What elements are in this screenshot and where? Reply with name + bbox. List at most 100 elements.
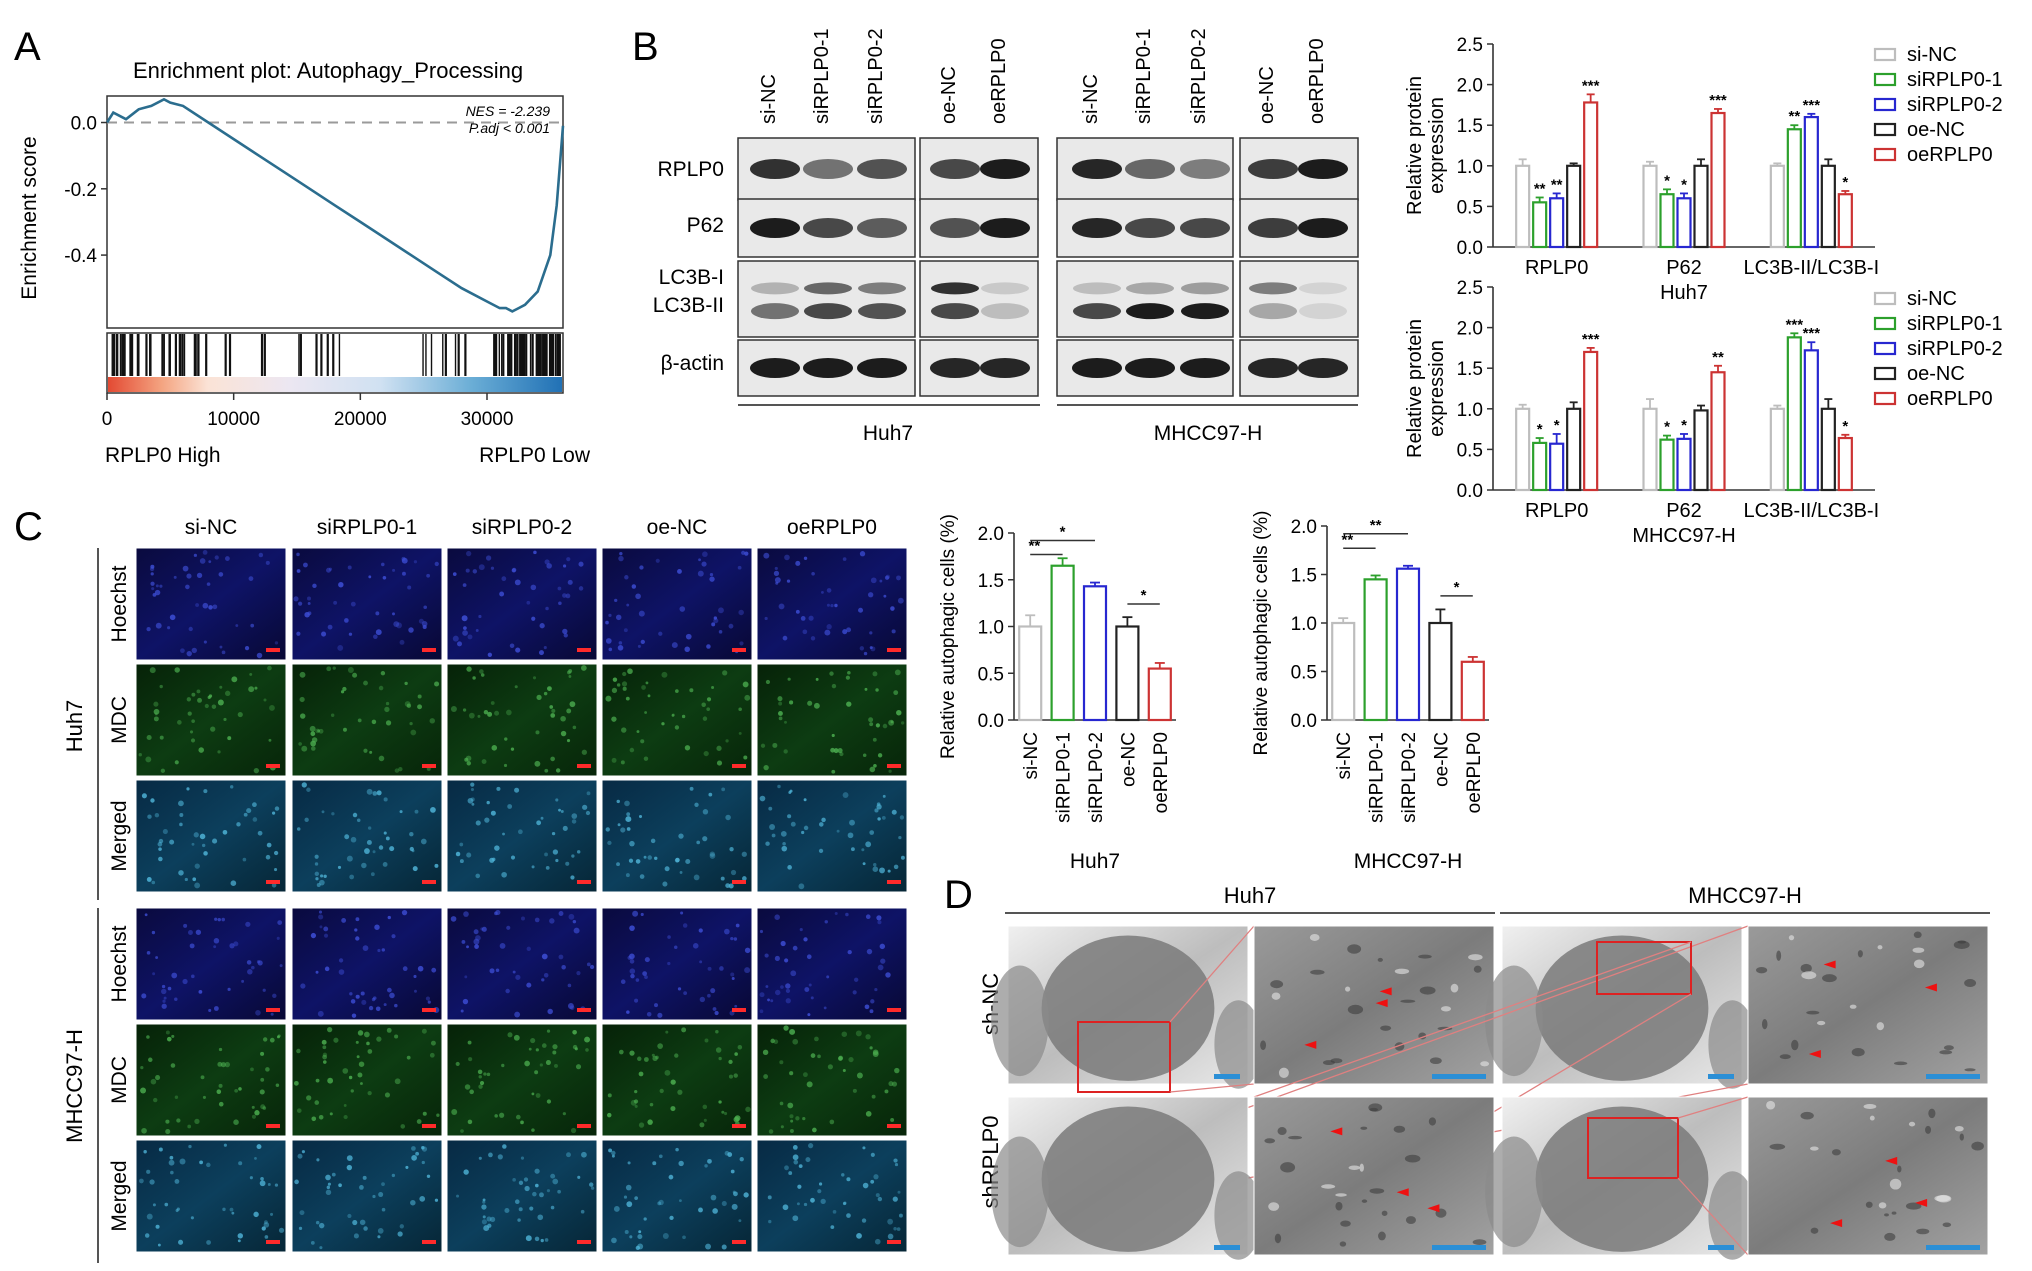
panel-b: B si-NC siRPLP0-1 siRPLP0-2 oe-NC oeRPLP0 si… bbox=[632, 25, 2003, 547]
cell-dot bbox=[138, 753, 142, 757]
scale-bar bbox=[887, 1240, 901, 1244]
cell-dot bbox=[562, 564, 567, 568]
scale-bar bbox=[422, 880, 436, 884]
cell-dot bbox=[870, 577, 877, 584]
cell-dot bbox=[303, 562, 308, 568]
tem-organelle bbox=[1776, 950, 1782, 961]
cell-dot bbox=[299, 696, 305, 703]
cell-dot bbox=[348, 632, 353, 636]
wb-band-lc3b-i bbox=[804, 282, 852, 295]
significance-label: * bbox=[1681, 417, 1687, 434]
cell-dot bbox=[387, 987, 392, 993]
cell-dot bbox=[569, 701, 576, 708]
cell-dot bbox=[789, 1114, 794, 1119]
cell-dot bbox=[463, 911, 469, 917]
cell-dot bbox=[625, 873, 630, 878]
microscopy-image bbox=[135, 663, 287, 777]
bar bbox=[1549, 442, 1565, 492]
western-blot-lane-labels-huh7: si-NC siRPLP0-1 siRPLP0-2 oe-NC oeRPLP0 bbox=[758, 28, 1010, 124]
cell-dot bbox=[155, 1224, 160, 1229]
cell-dot bbox=[501, 871, 507, 878]
cell-dot bbox=[562, 1112, 566, 1116]
cell-dot bbox=[278, 1227, 285, 1233]
cell-dot bbox=[167, 626, 171, 630]
cell-dot bbox=[144, 1233, 150, 1238]
cell-dot bbox=[397, 1231, 403, 1237]
cell-dot bbox=[725, 739, 729, 743]
cell-dot bbox=[455, 851, 461, 857]
cell-dot bbox=[562, 825, 568, 831]
cell-dot bbox=[331, 812, 335, 816]
cell-dot bbox=[721, 1201, 727, 1207]
cell-dot bbox=[677, 569, 682, 574]
bar bbox=[1532, 441, 1548, 492]
zoom-connector bbox=[1253, 941, 1692, 1098]
cell-dot bbox=[262, 988, 266, 992]
cell-dot bbox=[223, 1143, 227, 1147]
tem-organelle bbox=[1863, 1104, 1877, 1109]
cell-dot bbox=[618, 555, 624, 562]
wb-blot-frame bbox=[919, 260, 1039, 338]
cell-dot bbox=[891, 1081, 898, 1087]
cell-dot bbox=[349, 992, 353, 996]
cell-dot bbox=[208, 605, 213, 610]
autophagosome-arrow bbox=[1330, 1127, 1343, 1136]
cell-dot bbox=[272, 811, 276, 815]
cell-dot bbox=[545, 1060, 551, 1066]
legend-swatch bbox=[1873, 291, 1897, 306]
gsea-x-tick-label: 10000 bbox=[207, 409, 260, 430]
cell-dot bbox=[466, 666, 472, 672]
cell-dot bbox=[401, 909, 408, 916]
cell-dot bbox=[856, 1233, 862, 1239]
scale-bar bbox=[732, 764, 746, 768]
cell-dot bbox=[555, 858, 559, 863]
cell-dot bbox=[202, 549, 208, 555]
cell-dot bbox=[689, 688, 694, 693]
tem-organelle bbox=[1897, 1165, 1902, 1173]
cell-dot bbox=[503, 763, 508, 768]
cell-dot bbox=[410, 729, 417, 736]
cell-dot bbox=[391, 1173, 396, 1178]
cell-dot bbox=[310, 731, 316, 737]
cell-dot bbox=[711, 622, 716, 627]
cell-dot bbox=[206, 582, 211, 586]
cell-dot bbox=[742, 681, 749, 688]
x-tick-label: siRPLP0-2 bbox=[1086, 732, 1107, 823]
cell-dot bbox=[496, 786, 501, 791]
cell-dot bbox=[322, 1054, 328, 1060]
wb-band-lc3b-i bbox=[1126, 282, 1174, 295]
cell-dot bbox=[631, 584, 637, 589]
cell-dot bbox=[783, 749, 788, 754]
cell-dot bbox=[154, 589, 161, 596]
cell-dot bbox=[222, 1207, 226, 1212]
cell-dot bbox=[356, 818, 361, 823]
cell-dot bbox=[698, 1207, 703, 1213]
cell-dot bbox=[858, 607, 864, 613]
microscopy-image bbox=[135, 907, 287, 1021]
cell-dot bbox=[900, 855, 905, 860]
tem-organelle bbox=[1345, 986, 1351, 992]
cell-dot bbox=[566, 708, 572, 714]
cell-dot bbox=[824, 629, 831, 636]
bar bbox=[1803, 349, 1819, 492]
cell-dot bbox=[355, 936, 360, 941]
cell-dot bbox=[674, 725, 680, 730]
cell-dot bbox=[514, 685, 518, 689]
cell-dot bbox=[781, 845, 788, 852]
cell-dot bbox=[324, 966, 330, 972]
cell-dot bbox=[725, 883, 731, 889]
microscopy-image bbox=[446, 907, 598, 1021]
cell-dot bbox=[547, 686, 552, 692]
tem-organelle bbox=[1801, 971, 1817, 980]
microscopy-image bbox=[446, 1139, 598, 1253]
cell-dot bbox=[845, 912, 849, 917]
tem-cell-body bbox=[1535, 935, 1709, 1081]
wb-row-lc3b-ii: LC3B-II bbox=[653, 294, 724, 317]
chart-c-mhcc: 0.00.51.01.52.0si-NC siRPLP0-1 siRPLP0-2 oe… bbox=[1251, 510, 1489, 873]
cell-dot bbox=[191, 842, 195, 846]
cell-dot bbox=[734, 1052, 738, 1056]
cell-dot bbox=[256, 960, 261, 964]
cell-dot bbox=[501, 576, 507, 582]
cell-dot bbox=[763, 764, 769, 771]
cell-dot bbox=[775, 581, 779, 585]
